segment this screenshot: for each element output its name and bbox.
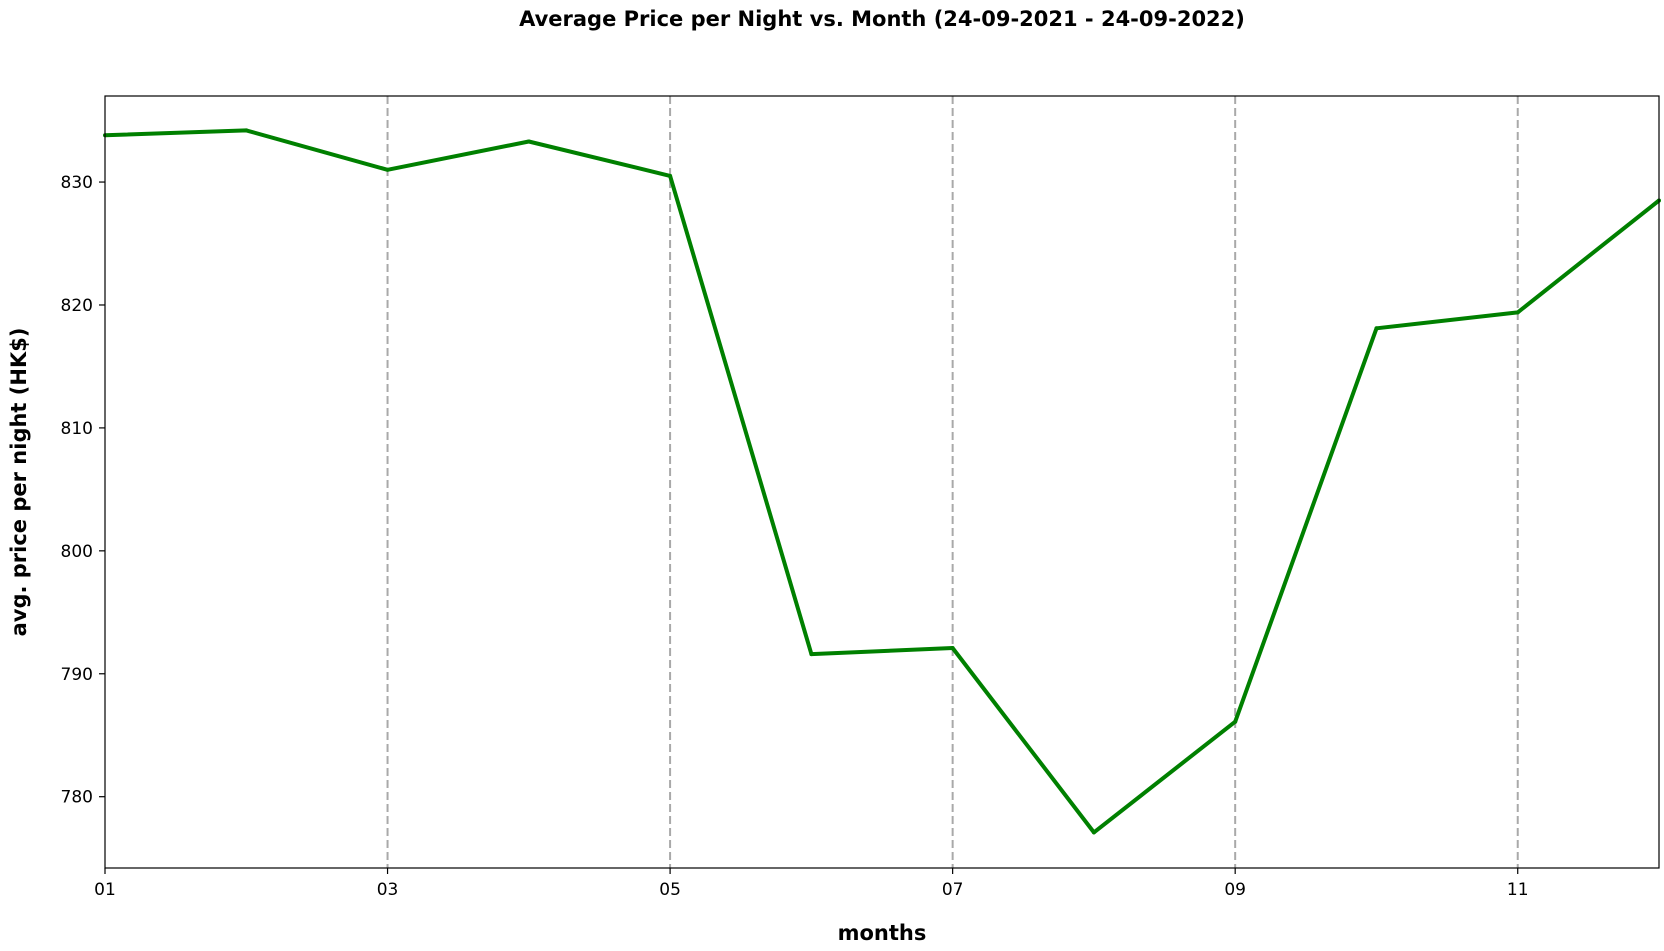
data-point-11: [1515, 310, 1520, 315]
grid-lines: [386, 96, 1519, 868]
y-tick-label-820: 820: [61, 296, 93, 316]
data-point-03: [385, 167, 390, 172]
data-point-06: [809, 652, 814, 657]
data-point-09: [1233, 719, 1238, 724]
data-point-10: [1374, 326, 1379, 331]
y-tick-label-780: 780: [61, 788, 93, 808]
x-tick-label-05: 05: [659, 880, 681, 900]
y-tick-label-810: 810: [61, 419, 93, 439]
chart-title: Average Price per Night vs. Month (24-09…: [519, 7, 1245, 31]
plot-frame: [104, 95, 1660, 869]
data-point-08: [1091, 830, 1096, 835]
y-axis-label: avg. price per night (HK$): [7, 328, 31, 637]
x-tick-label-09: 09: [1224, 880, 1246, 900]
x-axis-ticks: 01 03 05 07 09 11: [94, 868, 1529, 900]
y-tick-label-800: 800: [61, 542, 93, 562]
x-tick-label-07: 07: [942, 880, 964, 900]
data-point-02: [244, 128, 249, 133]
data-point-07: [950, 646, 955, 650]
x-tick-label-03: 03: [377, 880, 399, 900]
y-tick-label-830: 830: [61, 173, 93, 193]
y-tick-label-790: 790: [61, 665, 93, 685]
series-layer: [103, 128, 1661, 835]
series-line-0: [104, 128, 1661, 835]
x-tick-label-01: 01: [94, 880, 116, 900]
x-axis-label: months: [838, 921, 927, 945]
y-axis-ticks: 780 790 800 810 820 830: [61, 173, 105, 808]
data-point-05: [668, 173, 673, 178]
data-point-04: [526, 139, 531, 144]
x-tick-label-11: 11: [1507, 880, 1529, 900]
